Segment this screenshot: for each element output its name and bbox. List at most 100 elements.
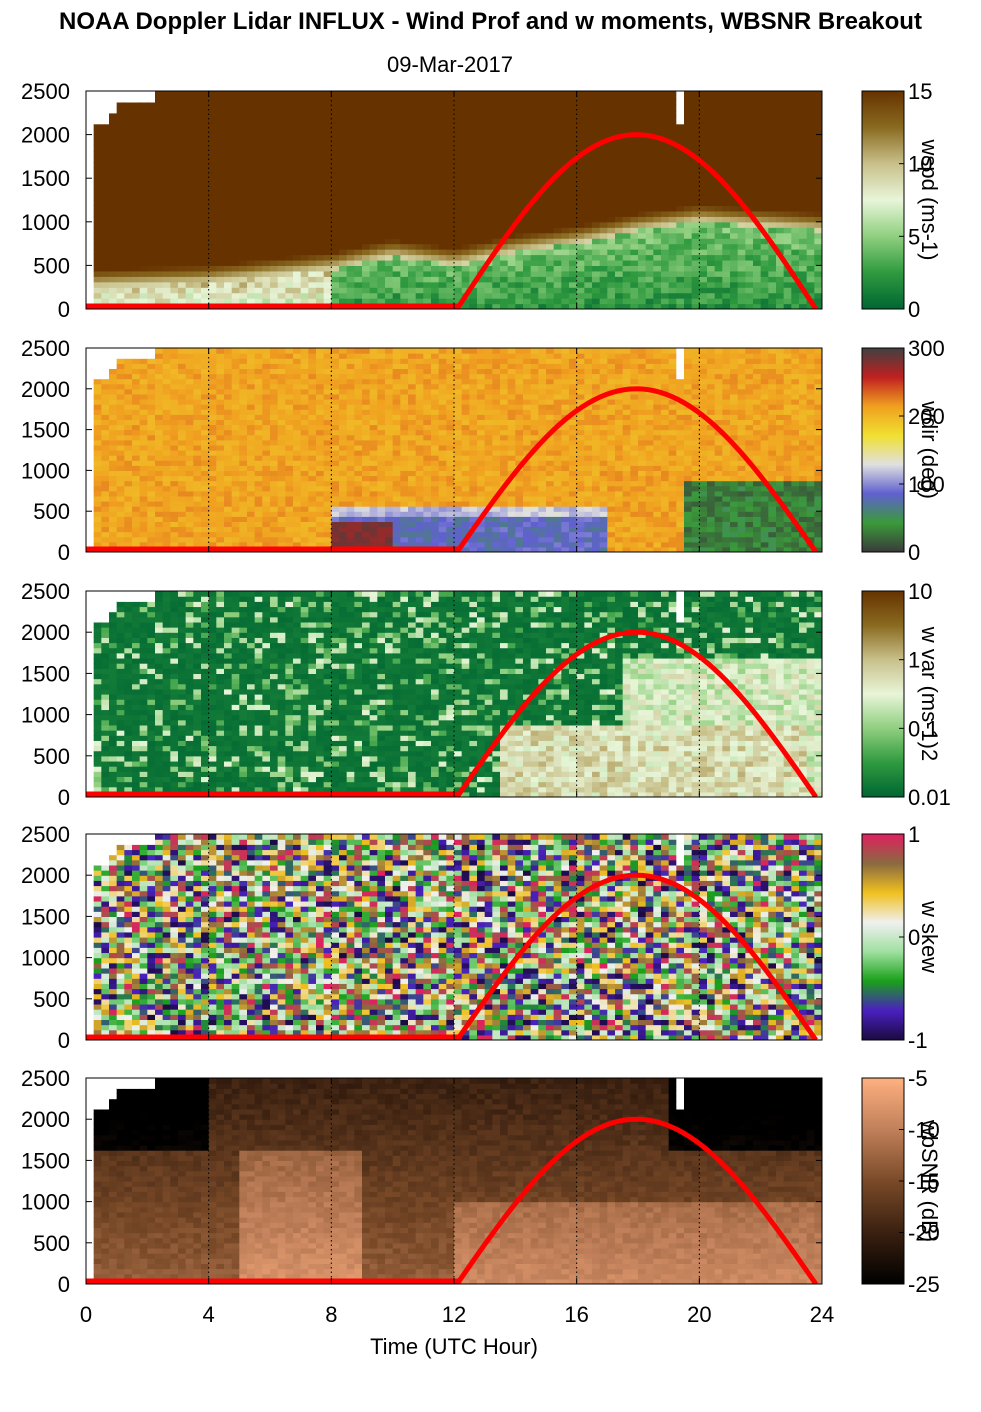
heatmap-cell (185, 172, 194, 179)
heatmap-cell (224, 292, 233, 299)
heatmap-cell (446, 238, 455, 245)
heatmap-cell (178, 238, 187, 245)
heatmap-cell (254, 475, 263, 482)
heatmap-cell (377, 156, 386, 163)
heatmap-cell (270, 265, 279, 272)
heatmap-cell (576, 303, 585, 309)
heatmap-cell (707, 232, 716, 239)
heatmap-cell (346, 145, 355, 152)
heatmap-cell (93, 221, 102, 228)
heatmap-cell (530, 167, 539, 174)
heatmap-cell (615, 254, 624, 261)
heatmap-cell (507, 254, 516, 261)
heatmap-cell (346, 243, 355, 250)
heatmap-cell (392, 200, 401, 207)
heatmap-cell (254, 419, 263, 426)
heatmap-cell (201, 281, 210, 288)
heatmap-cell (316, 107, 325, 114)
heatmap-cell (438, 216, 447, 223)
heatmap-cell (500, 129, 509, 136)
heatmap-cell (208, 194, 217, 201)
heatmap-cell (730, 227, 739, 234)
heatmap-cell (323, 249, 332, 256)
heatmap-cell (178, 183, 187, 190)
heatmap-cell (208, 526, 217, 533)
heatmap-cell (584, 298, 593, 305)
heatmap-cell (316, 167, 325, 174)
heatmap-cell (293, 287, 302, 294)
heatmap-cell (193, 526, 202, 533)
heatmap-cell (806, 216, 815, 223)
heatmap-cell (737, 150, 746, 157)
heatmap-cell (162, 178, 171, 185)
heatmap-cell (316, 232, 325, 239)
heatmap-cell (193, 96, 202, 103)
heatmap-cell (553, 129, 562, 136)
heatmap-cell (676, 298, 685, 305)
heatmap-cell (239, 485, 248, 492)
heatmap-cell (277, 292, 286, 299)
heatmap-cell (308, 276, 317, 283)
heatmap-cell (208, 414, 217, 420)
heatmap-cell (316, 254, 325, 261)
heatmap-cell (101, 363, 110, 369)
heatmap-cell (745, 112, 754, 119)
heatmap-cell (645, 287, 654, 294)
heatmap-cell (201, 511, 210, 517)
heatmap-cell (515, 96, 524, 103)
heatmap-cell (431, 265, 440, 272)
heatmap-cell (607, 259, 616, 266)
heatmap-cell (270, 129, 279, 136)
heatmap-cell (201, 490, 210, 497)
heatmap-cell (362, 107, 371, 114)
heatmap-cell (162, 145, 171, 152)
heatmap-cell (293, 475, 302, 482)
heatmap-cell (178, 353, 187, 359)
heatmap-cell (201, 378, 210, 385)
heatmap-cell (799, 270, 808, 277)
heatmap-cell (500, 183, 509, 190)
heatmap-cell (346, 107, 355, 114)
heatmap-cell (101, 205, 110, 212)
heatmap-cell (392, 216, 401, 223)
heatmap-cell (116, 444, 125, 451)
heatmap-cell (584, 259, 593, 266)
heatmap-cell (615, 107, 624, 114)
heatmap-cell (423, 259, 432, 266)
heatmap-cell (216, 265, 225, 272)
heatmap-cell (224, 216, 233, 223)
heatmap-cell (714, 194, 723, 201)
heatmap-cell (584, 276, 593, 283)
heatmap-cell (768, 287, 777, 294)
heatmap-cell (408, 167, 417, 174)
heatmap-cell (93, 91, 102, 98)
heatmap-cell (814, 161, 822, 168)
heatmap-cell (109, 96, 118, 103)
heatmap-cell (500, 140, 509, 147)
heatmap-cell (599, 254, 608, 261)
heatmap-cell (277, 495, 286, 502)
heatmap-cell (331, 123, 340, 130)
heatmap-cell (408, 101, 417, 108)
heatmap-cell (124, 140, 133, 147)
heatmap-cell (254, 91, 263, 98)
heatmap-cell (239, 189, 248, 196)
heatmap-cell (515, 167, 524, 174)
heatmap-cell (806, 129, 815, 136)
heatmap-cell (638, 287, 647, 294)
heatmap-cell (178, 388, 187, 395)
heatmap-cell (132, 205, 141, 212)
heatmap-cell (760, 167, 769, 174)
heatmap-cell (231, 404, 240, 410)
heatmap-cell (339, 167, 348, 174)
heatmap-cell (400, 101, 409, 108)
heatmap-cell (147, 216, 156, 223)
heatmap-cell (339, 96, 348, 103)
heatmap-cell (262, 480, 271, 487)
heatmap-cell (469, 216, 478, 223)
heatmap-cell (277, 378, 286, 385)
heatmap-cell (231, 194, 240, 201)
heatmap-cell (285, 265, 294, 272)
heatmap-cell (254, 167, 263, 174)
heatmap-cell (193, 414, 202, 420)
